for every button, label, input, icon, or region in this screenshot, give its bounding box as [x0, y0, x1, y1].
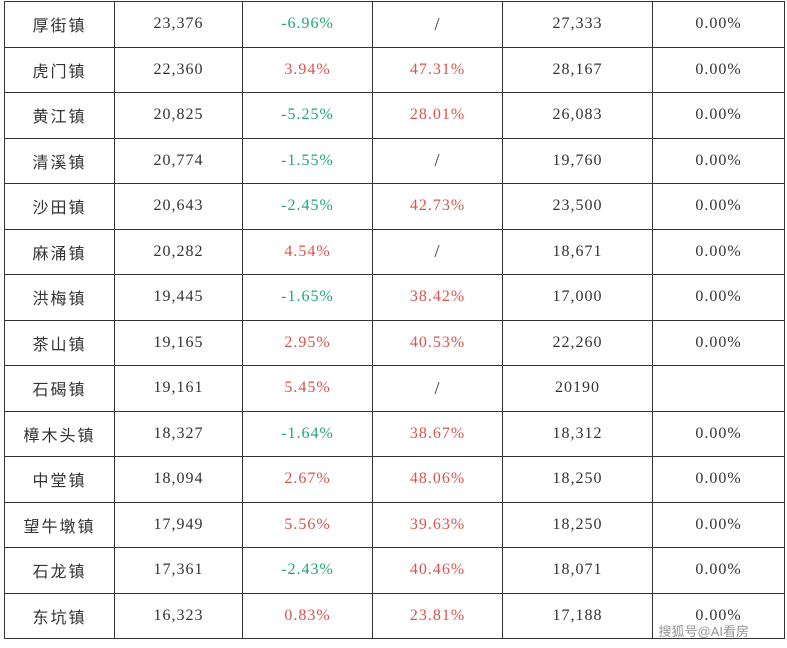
value1-cell: 20,825	[115, 93, 243, 139]
change2-cell: 47.31%	[373, 47, 503, 93]
change1-cell: 5.45%	[243, 366, 373, 412]
change1-cell: 4.54%	[243, 229, 373, 275]
town-name-cell: 石碣镇	[5, 366, 115, 412]
value1-cell: 23,376	[115, 2, 243, 48]
value1-cell: 18,327	[115, 411, 243, 457]
value2-cell: 18,671	[503, 229, 653, 275]
change3-cell: 0.00%	[653, 548, 785, 594]
change1-cell: -2.45%	[243, 184, 373, 230]
table-row: 石碣镇19,1615.45%/20190	[5, 366, 785, 412]
price-table: 厚街镇23,376-6.96%/27,3330.00%虎门镇22,3603.94…	[4, 1, 785, 639]
change3-cell: 0.00%	[653, 320, 785, 366]
value1-cell: 20,643	[115, 184, 243, 230]
value1-cell: 19,445	[115, 275, 243, 321]
change1-cell: 2.67%	[243, 457, 373, 503]
change1-cell: -1.55%	[243, 138, 373, 184]
value2-cell: 26,083	[503, 93, 653, 139]
change3-cell: 0.00%	[653, 502, 785, 548]
value1-cell: 22,360	[115, 47, 243, 93]
change3-cell: 0.00%	[653, 2, 785, 48]
table-row: 厚街镇23,376-6.96%/27,3330.00%	[5, 2, 785, 48]
town-name-cell: 石龙镇	[5, 548, 115, 594]
value2-cell: 19,760	[503, 138, 653, 184]
value2-cell: 17,000	[503, 275, 653, 321]
value2-cell: 27,333	[503, 2, 653, 48]
change2-cell: 38.67%	[373, 411, 503, 457]
town-name-cell: 清溪镇	[5, 138, 115, 184]
value2-cell: 18,071	[503, 548, 653, 594]
table-row: 望牛墩镇17,9495.56%39.63%18,2500.00%	[5, 502, 785, 548]
change3-cell: 0.00%	[653, 275, 785, 321]
change3-cell: 0.00%	[653, 93, 785, 139]
value2-cell: 18,250	[503, 457, 653, 503]
change3-cell: 0.00%	[653, 47, 785, 93]
value1-cell: 16,323	[115, 593, 243, 639]
value1-cell: 18,094	[115, 457, 243, 503]
value2-cell: 18,250	[503, 502, 653, 548]
table-row: 沙田镇20,643-2.45%42.73%23,5000.00%	[5, 184, 785, 230]
change1-cell: -1.64%	[243, 411, 373, 457]
town-name-cell: 沙田镇	[5, 184, 115, 230]
value2-cell: 18,312	[503, 411, 653, 457]
change1-cell: -1.65%	[243, 275, 373, 321]
value2-cell: 28,167	[503, 47, 653, 93]
change3-cell: 0.00%	[653, 411, 785, 457]
change2-cell: 23.81%	[373, 593, 503, 639]
value1-cell: 17,361	[115, 548, 243, 594]
change2-cell: 40.46%	[373, 548, 503, 594]
town-name-cell: 黄江镇	[5, 93, 115, 139]
change3-cell: 0.00%	[653, 138, 785, 184]
change2-cell: 39.63%	[373, 502, 503, 548]
town-name-cell: 中堂镇	[5, 457, 115, 503]
change2-cell: 42.73%	[373, 184, 503, 230]
watermark-text: 搜狐号@AI看房	[659, 621, 749, 640]
change2-cell: 40.53%	[373, 320, 503, 366]
change2-cell: /	[373, 138, 503, 184]
value2-cell: 17,188	[503, 593, 653, 639]
value1-cell: 17,949	[115, 502, 243, 548]
change3-cell: 0.00%	[653, 229, 785, 275]
change2-cell: 38.42%	[373, 275, 503, 321]
change1-cell: -5.25%	[243, 93, 373, 139]
town-name-cell: 虎门镇	[5, 47, 115, 93]
table-row: 茶山镇19,1652.95%40.53%22,2600.00%	[5, 320, 785, 366]
change2-cell: 48.06%	[373, 457, 503, 503]
change2-cell: 28.01%	[373, 93, 503, 139]
table-row: 麻涌镇20,2824.54%/18,6710.00%	[5, 229, 785, 275]
change2-cell: /	[373, 229, 503, 275]
table-row: 清溪镇20,774-1.55%/19,7600.00%	[5, 138, 785, 184]
change1-cell: -2.43%	[243, 548, 373, 594]
value2-cell: 22,260	[503, 320, 653, 366]
change3-cell: 0.00%	[653, 184, 785, 230]
change3-cell: 0.00%	[653, 457, 785, 503]
town-name-cell: 望牛墩镇	[5, 502, 115, 548]
table-row: 虎门镇22,3603.94%47.31%28,1670.00%	[5, 47, 785, 93]
value1-cell: 19,165	[115, 320, 243, 366]
change2-cell: /	[373, 2, 503, 48]
table-row: 石龙镇17,361-2.43%40.46%18,0710.00%	[5, 548, 785, 594]
town-name-cell: 樟木头镇	[5, 411, 115, 457]
value1-cell: 20,774	[115, 138, 243, 184]
value1-cell: 20,282	[115, 229, 243, 275]
town-name-cell: 东坑镇	[5, 593, 115, 639]
value2-cell: 20190	[503, 366, 653, 412]
change1-cell: 0.83%	[243, 593, 373, 639]
change1-cell: 2.95%	[243, 320, 373, 366]
table-row: 中堂镇18,0942.67%48.06%18,2500.00%	[5, 457, 785, 503]
value1-cell: 19,161	[115, 366, 243, 412]
table-row: 洪梅镇19,445-1.65%38.42%17,0000.00%	[5, 275, 785, 321]
town-name-cell: 麻涌镇	[5, 229, 115, 275]
change2-cell: /	[373, 366, 503, 412]
town-name-cell: 洪梅镇	[5, 275, 115, 321]
value2-cell: 23,500	[503, 184, 653, 230]
change1-cell: 5.56%	[243, 502, 373, 548]
change1-cell: -6.96%	[243, 2, 373, 48]
table-row: 樟木头镇18,327-1.64%38.67%18,3120.00%	[5, 411, 785, 457]
town-name-cell: 厚街镇	[5, 2, 115, 48]
change3-cell	[653, 366, 785, 412]
town-name-cell: 茶山镇	[5, 320, 115, 366]
price-table-container: 厚街镇23,376-6.96%/27,3330.00%虎门镇22,3603.94…	[4, 1, 784, 639]
change1-cell: 3.94%	[243, 47, 373, 93]
table-row: 黄江镇20,825-5.25%28.01%26,0830.00%	[5, 93, 785, 139]
